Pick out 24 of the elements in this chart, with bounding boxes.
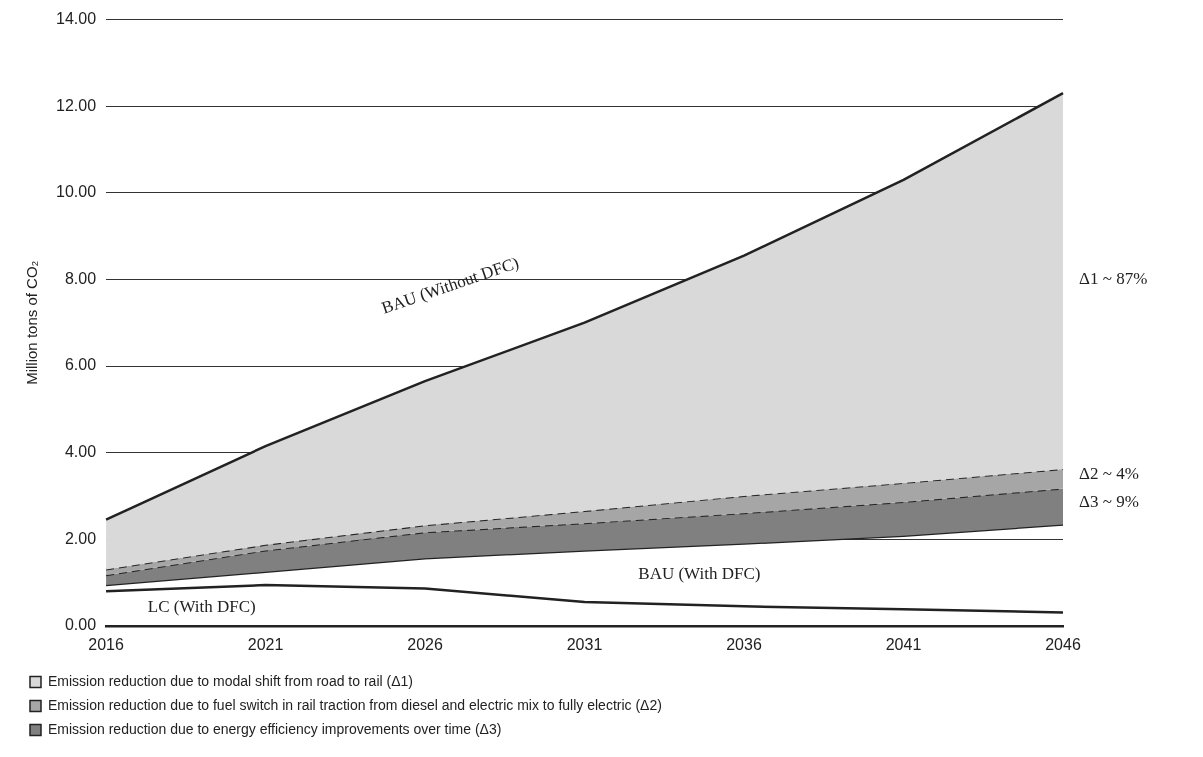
y-tick-label: 8.00: [64, 269, 97, 287]
legend-label: Emission reduction due to energy efficiency improvements over time (Δ3): [48, 720, 502, 737]
annotation: BAU (With DFC): [638, 563, 761, 583]
annotation: Δ3 ~ 9%: [1079, 491, 1139, 511]
y-tick-label: 10.00: [55, 183, 97, 201]
y-axis-title: Million tons of CO₂: [23, 260, 41, 385]
x-tick-label: 2036: [726, 635, 762, 653]
x-tick-label: 2031: [566, 635, 603, 653]
x-tick-label: 2046: [1045, 635, 1081, 653]
x-tick-label: 2021: [247, 635, 284, 653]
y-tick-label: 12.00: [55, 96, 97, 114]
annotation: Δ1 ~ 87%: [1079, 268, 1148, 288]
annotation: LC (With DFC): [147, 597, 256, 617]
y-tick-label: 4.00: [64, 443, 97, 461]
x-tick-label: 2016: [88, 635, 124, 653]
y-tick-label: 2.00: [64, 529, 97, 547]
x-tick-label: 2026: [407, 635, 443, 653]
legend-label: Emission reduction due to fuel switch in rail traction from diesel and electric mix to fully electric (Δ2): [48, 696, 662, 713]
y-tick-label: 6.00: [64, 356, 97, 374]
annotation: Δ2 ~ 4%: [1079, 463, 1139, 483]
y-tick-label: 0.00: [64, 616, 97, 634]
y-tick-label: 14.00: [55, 10, 97, 28]
x-tick-label: 2041: [885, 635, 922, 653]
legend-label: Emission reduction due to modal shift from road to rail (Δ1): [48, 672, 413, 689]
